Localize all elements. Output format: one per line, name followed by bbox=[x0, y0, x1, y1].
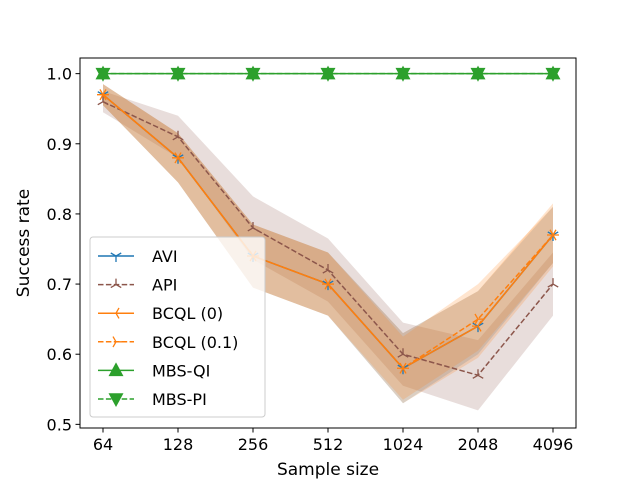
point-bcql-0 bbox=[547, 229, 557, 241]
x-tick-label: 512 bbox=[313, 435, 344, 454]
point-mbs-pi bbox=[95, 67, 111, 82]
band-api bbox=[103, 91, 553, 411]
point-api bbox=[397, 348, 409, 358]
x-tick-label: 256 bbox=[238, 435, 269, 454]
x-axis-ticks: 64 128 256 512 1024 2048 4096 bbox=[93, 428, 574, 454]
legend-marker bbox=[108, 393, 124, 408]
x-tick-label: 1024 bbox=[383, 435, 424, 454]
legend-label: AVI bbox=[152, 247, 178, 266]
legend-item-bcql-0: BCQL (0) bbox=[98, 304, 223, 323]
point-mbs-pi bbox=[320, 67, 336, 82]
series-markers bbox=[95, 65, 561, 379]
point-bcql-0-1 bbox=[174, 152, 184, 164]
point-api bbox=[172, 130, 184, 141]
y-tick-label: 0.5 bbox=[47, 415, 72, 434]
point-api bbox=[322, 264, 334, 274]
x-tick-label: 4096 bbox=[533, 435, 574, 454]
point-mbs-pi bbox=[170, 67, 186, 82]
legend-label: MBS-QI bbox=[152, 361, 210, 380]
legend-label: API bbox=[152, 276, 177, 295]
point-bcql-0-1 bbox=[474, 313, 484, 325]
legend-marker bbox=[110, 278, 122, 289]
point-bcql-0-1 bbox=[99, 89, 109, 101]
y-axis-label: Success rate bbox=[14, 189, 34, 297]
y-tick-label: 0.7 bbox=[47, 275, 72, 294]
legend-label: BCQL (0.1) bbox=[152, 333, 238, 352]
band-bcql-0-1- bbox=[103, 84, 553, 400]
point-mbs-pi bbox=[245, 67, 261, 82]
legend-marker bbox=[110, 307, 120, 319]
legend-marker bbox=[110, 252, 122, 262]
point-api bbox=[472, 369, 484, 379]
confidence-bands bbox=[103, 84, 553, 411]
y-tick-label: 0.9 bbox=[47, 135, 72, 154]
x-axis-label: Sample size bbox=[277, 460, 379, 480]
legend-item-api: API bbox=[98, 276, 177, 295]
point-bcql-0 bbox=[97, 89, 107, 101]
point-api bbox=[247, 221, 259, 232]
legend-marker bbox=[112, 336, 122, 348]
x-tick-label: 64 bbox=[93, 435, 113, 454]
point-api bbox=[547, 278, 559, 288]
point-bcql-0 bbox=[397, 362, 407, 374]
point-mbs-pi bbox=[395, 67, 411, 82]
x-tick-label: 2048 bbox=[458, 435, 499, 454]
legend-item-bcql-0-1: BCQL (0.1) bbox=[98, 333, 238, 352]
point-api bbox=[97, 95, 109, 106]
legend-marker bbox=[108, 362, 124, 377]
y-axis-ticks: 0.5 0.6 0.7 0.8 0.9 1.0 bbox=[47, 65, 80, 434]
y-tick-label: 1.0 bbox=[47, 65, 72, 84]
point-bcql-0-1 bbox=[324, 278, 334, 290]
legend-box bbox=[89, 236, 266, 418]
x-tick-label: 128 bbox=[163, 435, 194, 454]
point-bcql-0-1 bbox=[549, 229, 559, 241]
point-bcql-0 bbox=[172, 152, 182, 164]
legend-item-mbs-pi: MBS-PI bbox=[98, 390, 207, 409]
legend-label: MBS-PI bbox=[152, 390, 207, 409]
legend-item-mbs-qi: MBS-QI bbox=[98, 361, 210, 380]
point-bcql-0 bbox=[322, 278, 332, 290]
band-avi bbox=[103, 84, 553, 404]
legend-item-avi: AVI bbox=[98, 247, 178, 266]
y-tick-label: 0.6 bbox=[47, 345, 72, 364]
point-mbs-pi bbox=[545, 67, 561, 82]
band-bcql-0- bbox=[103, 84, 553, 404]
legend-label: BCQL (0) bbox=[152, 304, 223, 323]
point-bcql-0 bbox=[472, 320, 482, 332]
legend: AVI API BCQL (0) BCQL (0.1) MBS-QI MBS-PI bbox=[89, 236, 266, 418]
y-tick-label: 0.8 bbox=[47, 205, 72, 224]
point-bcql-0-1 bbox=[399, 362, 409, 374]
point-mbs-pi bbox=[470, 67, 486, 82]
